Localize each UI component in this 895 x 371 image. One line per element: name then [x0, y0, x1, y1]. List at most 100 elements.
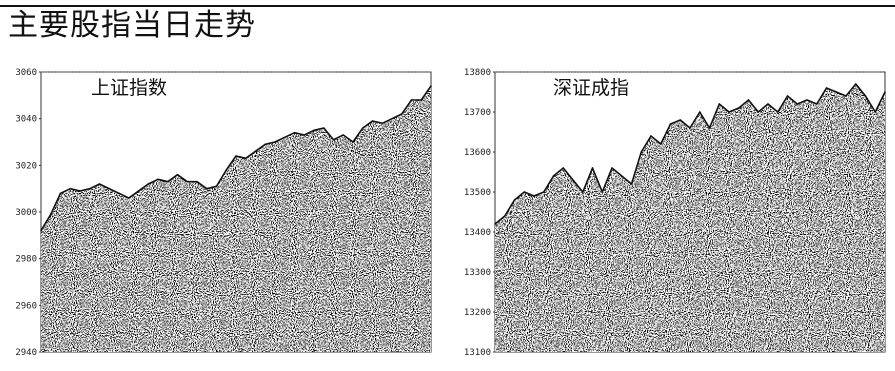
data-point: [391, 117, 393, 120]
data-point: [284, 136, 286, 139]
data-point: [264, 143, 267, 146]
data-point: [562, 167, 565, 169]
data-point: [40, 229, 42, 232]
data-point: [786, 95, 789, 97]
chart-panel-shenzhen: 13800 13700 13600 13500 13400 13300 13200 13100…: [459, 64, 889, 364]
y-tick-label: 13100: [464, 348, 491, 358]
data-point: [245, 157, 247, 160]
data-point: [235, 155, 237, 157]
y-tick-label: 2940: [15, 348, 37, 358]
data-point: [176, 173, 179, 176]
y-tick-label: 13600: [464, 148, 491, 158]
y-tick-label: 3060: [15, 68, 37, 78]
data-point: [128, 197, 130, 199]
y-tick-label: 13400: [464, 228, 491, 238]
page-title: 主要股指当日走势: [8, 8, 256, 43]
data-point: [630, 183, 633, 185]
data-point: [274, 141, 276, 143]
data-point: [410, 99, 413, 101]
data-point: [855, 83, 857, 85]
data-point: [864, 95, 867, 97]
data-point: [523, 191, 526, 193]
data-point: [254, 150, 257, 153]
data-point: [89, 187, 91, 190]
shenzhen-index-chart: 13800 13700 13600 13500 13400 13300 13200 13100…: [464, 68, 886, 358]
data-point: [157, 178, 159, 181]
data-point: [533, 195, 535, 197]
data-point: [50, 213, 52, 216]
y-tick-label: 3020: [15, 161, 37, 171]
data-point: [543, 191, 545, 193]
y-tick-label: 13300: [464, 268, 491, 278]
data-point: [225, 169, 228, 171]
data-point: [640, 151, 643, 153]
y-tick-label: 2980: [15, 255, 37, 265]
data-point: [669, 123, 672, 125]
y-tick-label: 13700: [464, 108, 491, 118]
area-fill: [495, 84, 885, 352]
data-point: [118, 192, 120, 195]
data-point: [381, 122, 384, 125]
data-point: [660, 143, 662, 145]
data-point: [167, 180, 169, 183]
data-point: [137, 190, 140, 192]
area-fill: [41, 86, 431, 352]
data-point: [601, 191, 604, 193]
chart-panel-shanghai: 3060 3040 3020 3000 2980 2960 2940 上证指数: [5, 64, 435, 364]
y-tick-label: 3000: [15, 208, 37, 218]
data-point: [293, 131, 296, 134]
data-point: [582, 191, 584, 193]
data-point: [679, 119, 682, 121]
data-point: [69, 187, 72, 190]
data-point: [767, 103, 769, 105]
data-point: [796, 103, 799, 105]
data-point: [313, 129, 315, 132]
data-point: [342, 134, 345, 136]
data-point: [738, 107, 740, 109]
data-point: [708, 127, 711, 129]
data-point: [611, 167, 613, 169]
data-point: [206, 187, 208, 190]
data-point: [718, 103, 721, 105]
data-point: [196, 180, 198, 183]
data-point: [147, 183, 150, 185]
y-tick-label: 2960: [15, 301, 37, 311]
data-point: [108, 187, 111, 190]
data-point: [825, 87, 828, 89]
y-tick-label: 13500: [464, 188, 491, 198]
chart-title: 上证指数: [91, 77, 167, 99]
data-point: [215, 185, 218, 188]
y-tick-label: 13800: [464, 68, 491, 78]
data-point: [98, 183, 101, 185]
y-tick-label: 13200: [464, 308, 491, 318]
data-point: [303, 134, 306, 136]
data-point: [757, 111, 760, 113]
data-point: [777, 111, 779, 113]
top-rule: [0, 5, 895, 7]
data-point: [513, 199, 516, 201]
data-point: [728, 111, 730, 113]
data-point: [332, 138, 335, 141]
y-tick-label: 3040: [15, 115, 37, 125]
data-point: [59, 192, 62, 195]
data-point: [621, 175, 623, 177]
data-point: [874, 111, 877, 113]
data-point: [747, 99, 750, 101]
data-point: [835, 91, 838, 93]
data-point: [591, 167, 594, 169]
data-point: [806, 99, 808, 101]
data-point: [494, 223, 496, 225]
data-point: [572, 179, 574, 181]
data-point: [430, 85, 432, 87]
data-point: [186, 180, 189, 183]
shanghai-index-chart: 3060 3040 3020 3000 2980 2960 2940 上证指数: [15, 68, 432, 358]
data-point: [401, 113, 403, 115]
data-point: [371, 120, 374, 122]
chart-title: 深证成指: [553, 77, 629, 99]
data-point: [362, 127, 364, 129]
data-point: [884, 91, 886, 93]
data-point: [689, 127, 691, 129]
data-point: [845, 95, 847, 97]
data-point: [352, 141, 354, 143]
data-point: [79, 190, 81, 192]
